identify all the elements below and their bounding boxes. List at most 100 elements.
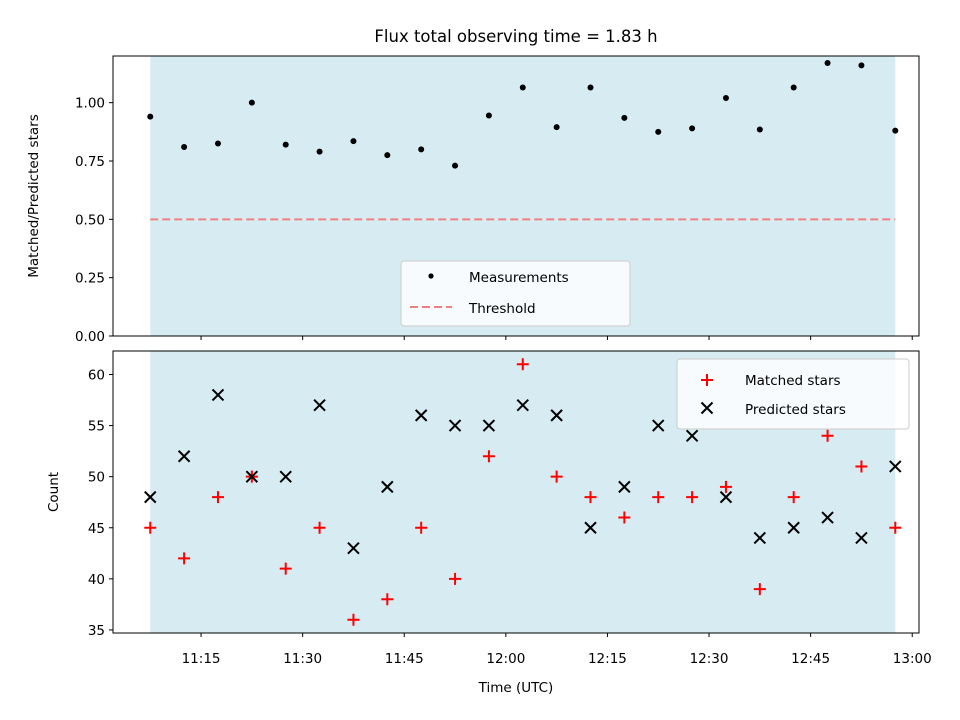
x-tick-label: 12:00 — [486, 651, 525, 667]
x-tick-label: 11:30 — [283, 651, 322, 667]
predicted-star-point — [787, 521, 800, 534]
top-y-tick-label: 0.25 — [75, 271, 105, 287]
predicted-star-point — [414, 409, 428, 422]
measurement-point — [384, 152, 391, 159]
x-tick-label: 12:45 — [791, 651, 830, 667]
bottom-y-tick-label: 55 — [88, 419, 105, 435]
predicted-star-point — [889, 460, 902, 473]
bottom-y-ticks: 35 40 45 50 55 60 — [88, 368, 113, 639]
legend-plus-glyph — [701, 374, 713, 386]
bottom-panel: 35 40 45 50 55 60 11:15 11:30 11:45 12:00 12:15 12… — [46, 350, 932, 696]
legend-matched-marker — [701, 374, 713, 386]
measurement-point — [824, 60, 831, 66]
matched-star-point — [719, 480, 732, 493]
top-legend-box — [400, 260, 631, 327]
top-axes-frame — [112, 55, 920, 337]
matched-star-point — [415, 521, 428, 534]
predicted-star-point — [584, 521, 597, 534]
measurement-point — [790, 84, 797, 91]
predicted-star-point — [753, 531, 767, 545]
top-y-tick-label: 0.50 — [75, 212, 105, 228]
legend-predicted-marker — [700, 401, 714, 415]
top-panel: 0.00 0.25 0.50 0.75 1.00 Flux total observin… — [26, 27, 920, 345]
predicted-star-point — [347, 541, 360, 555]
measurement-point — [892, 127, 899, 134]
measurement-point — [621, 114, 628, 121]
measurement-point — [689, 125, 696, 132]
matched-star-point — [279, 562, 292, 575]
predicted-star-point — [550, 409, 563, 422]
top-y-ticks: 0.00 0.25 0.50 0.75 1.00 — [75, 96, 113, 345]
predicted-star-markers — [144, 388, 902, 555]
legend-predicted-label: Predicted stars — [745, 402, 846, 418]
predicted-star-point — [279, 470, 292, 483]
x-tick-label: 13:00 — [893, 651, 932, 667]
predicted-star-point — [652, 419, 665, 432]
measurement-point — [756, 126, 763, 133]
measurement-points — [147, 60, 899, 169]
measurement-point — [147, 113, 154, 120]
top-y-axis-label: Matched/Predicted stars — [26, 114, 42, 277]
predicted-star-point — [313, 398, 326, 412]
x-axis-label: Time (UTC) — [478, 680, 554, 696]
matched-star-point — [584, 491, 597, 504]
predicted-star-point — [245, 470, 259, 483]
measurement-point — [350, 138, 357, 145]
chart-title: Flux total observing time = 1.83 h — [374, 27, 657, 46]
matched-star-point — [211, 491, 224, 504]
measurement-point — [316, 148, 323, 155]
matched-star-point — [482, 450, 495, 463]
predicted-star-point — [448, 419, 462, 432]
top-x-ticks — [200, 336, 913, 340]
x-tick-label: 11:45 — [385, 651, 424, 667]
bottom-y-tick-label: 50 — [88, 470, 105, 486]
legend-x-glyph — [700, 401, 714, 415]
predicted-star-point — [482, 419, 496, 432]
matched-star-point — [178, 552, 191, 565]
top-legend: Measurements Threshold — [400, 260, 631, 327]
predicted-star-point — [821, 511, 834, 524]
bottom-y-tick-label: 35 — [88, 623, 105, 639]
bottom-y-tick-label: 45 — [88, 521, 105, 537]
predicted-star-point — [855, 531, 868, 545]
top-y-tick-label: 1.00 — [75, 96, 105, 112]
legend-measurements-label: Measurements — [469, 270, 569, 286]
bottom-x-ticks: 11:15 11:30 11:45 12:00 12:15 12:30 12:45 13:00 — [182, 633, 932, 667]
predicted-star-point — [177, 450, 191, 463]
matched-star-point — [618, 511, 631, 524]
top-y-tick-label: 0.75 — [75, 154, 105, 170]
measurement-point — [485, 112, 492, 119]
matched-star-point — [550, 470, 563, 483]
legend-measurement-marker — [428, 273, 434, 279]
measurement-point — [553, 124, 560, 131]
predicted-star-point — [618, 480, 631, 494]
matched-star-point — [753, 583, 766, 596]
measurement-point — [248, 99, 255, 106]
matched-star-point — [144, 521, 157, 534]
legend-threshold-label: Threshold — [468, 301, 536, 317]
x-tick-label: 12:15 — [588, 651, 627, 667]
bottom-axes-frame — [112, 350, 920, 634]
matched-star-point — [787, 491, 800, 504]
predicted-star-point — [719, 490, 733, 504]
predicted-star-point — [685, 429, 699, 443]
legend-matched-label: Matched stars — [745, 373, 841, 389]
measurement-point — [858, 62, 865, 69]
predicted-star-point — [211, 388, 225, 402]
predicted-star-point — [381, 480, 394, 494]
top-y-tick-label: 0.00 — [75, 329, 105, 345]
measurement-point — [722, 95, 729, 101]
measurement-point — [282, 141, 289, 148]
matched-star-point — [889, 521, 902, 534]
x-tick-label: 11:15 — [182, 651, 221, 667]
measurement-point — [418, 146, 425, 153]
measurement-point — [587, 84, 594, 91]
matched-star-point — [347, 613, 360, 626]
bottom-y-tick-label: 40 — [88, 572, 105, 588]
matched-star-point — [652, 491, 665, 504]
predicted-star-point — [516, 398, 529, 412]
bottom-y-tick-label: 60 — [88, 368, 105, 384]
measurement-point — [655, 128, 662, 135]
matched-star-point — [855, 460, 868, 473]
